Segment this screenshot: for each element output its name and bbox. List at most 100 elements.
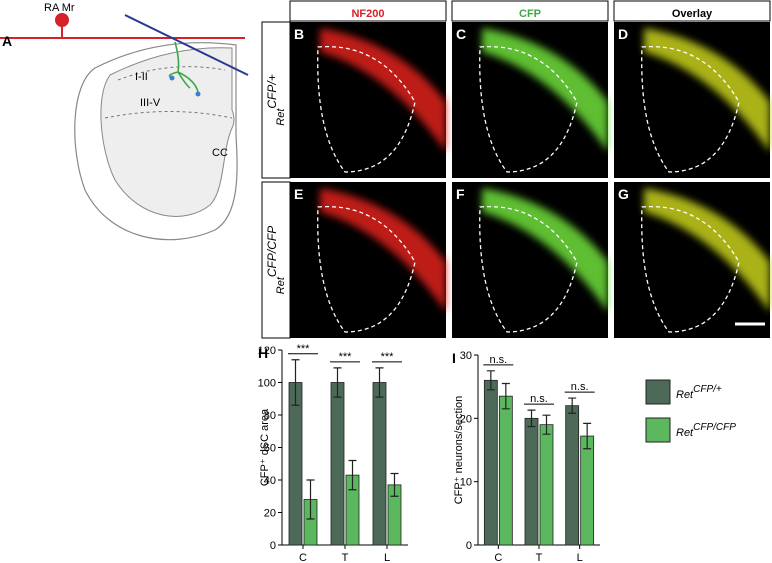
- soma: [55, 13, 69, 27]
- panel-label: C: [456, 26, 466, 42]
- error-bar: [348, 459, 357, 491]
- y-tick-label: 60: [264, 443, 276, 455]
- dsc-outline: [641, 205, 740, 333]
- y-tick-label: 40: [264, 475, 276, 487]
- significance-label: ***: [297, 343, 311, 355]
- column-header: CFP: [519, 8, 541, 20]
- grey-matter: [100, 47, 235, 217]
- bar: [539, 424, 554, 546]
- bar: [483, 379, 498, 546]
- genotype: CFP/+: [265, 74, 279, 108]
- y-axis-label: CFP⁺ dSC area: [259, 408, 271, 486]
- cord-outline: [74, 42, 238, 241]
- diagram: A RA Mr I-II III-V CC: [0, 2, 249, 241]
- panel-label: G: [618, 186, 629, 202]
- y-tick-label: 20: [460, 413, 472, 425]
- x-tick-label: C: [494, 552, 502, 563]
- legend-swatch: [645, 417, 671, 443]
- column-header-box: [289, 0, 447, 22]
- error-bar: [527, 409, 536, 428]
- error-bar: [501, 382, 510, 410]
- panel-label: B: [294, 26, 304, 42]
- lamina-border: [117, 66, 226, 81]
- significance-label: n.s.: [530, 393, 548, 405]
- bar: [580, 435, 595, 546]
- error-bar: [542, 414, 551, 435]
- x-tick-label: T: [536, 552, 543, 563]
- y-axis-label: CFP⁺ neurons/section: [453, 396, 465, 505]
- labeled-band: [482, 28, 608, 152]
- column-header: NF200: [351, 8, 384, 20]
- gene: Ret: [275, 108, 287, 126]
- legend-swatch: [645, 379, 671, 405]
- bar: [498, 395, 513, 546]
- x-tick-label: C: [299, 552, 307, 563]
- row-label-box: [261, 181, 291, 339]
- legend-superscript: CFP/+: [693, 384, 722, 395]
- legend-superscript: CFP/CFP: [693, 422, 736, 433]
- column-header: Overlay: [672, 8, 713, 20]
- diagram-label: I-II: [135, 71, 148, 83]
- neuron: [195, 91, 201, 97]
- dsc-outline: [317, 205, 416, 333]
- error-bar: [333, 367, 342, 398]
- panel-label: H: [258, 345, 268, 361]
- row-label-box: [261, 21, 291, 179]
- error-bar: [306, 479, 315, 520]
- y-tick-label: 20: [264, 508, 276, 520]
- dsc-outline: [479, 205, 578, 333]
- labeled-band: [320, 28, 446, 152]
- significance-label: ***: [381, 351, 395, 363]
- significance-label: n.s.: [489, 354, 507, 366]
- legend-label: RetCFP/+: [676, 384, 722, 401]
- lamina-border: [104, 111, 233, 119]
- significance-label: ***: [339, 351, 353, 363]
- labeled-band: [644, 28, 770, 152]
- bar: [330, 382, 345, 546]
- y-tick-label: 30: [460, 350, 472, 362]
- legend-name: Ret: [676, 427, 694, 439]
- bar: [372, 382, 387, 546]
- column-header-box: [613, 0, 771, 22]
- error-bar: [375, 367, 384, 398]
- x-tick-label: L: [384, 552, 390, 563]
- error-bar: [486, 370, 495, 391]
- panel-label: F: [456, 186, 465, 202]
- diagram-label: CC: [212, 147, 228, 159]
- genotype: CFP/CFP: [265, 226, 279, 277]
- y-tick-label: 100: [258, 378, 276, 390]
- diagram-label: III-V: [140, 97, 161, 109]
- row-label: RetCFP/CFP: [265, 226, 287, 294]
- legend-name: Ret: [676, 389, 694, 401]
- x-tick-label: T: [342, 552, 349, 563]
- dsc-outline: [641, 45, 740, 173]
- bar: [288, 382, 303, 546]
- panel-label: E: [294, 186, 303, 202]
- labeled-band: [482, 188, 608, 312]
- dsc-outline: [479, 45, 578, 173]
- panel-label: D: [618, 26, 628, 42]
- error-bar: [568, 397, 577, 414]
- section-plane: [124, 14, 249, 76]
- y-tick-label: 0: [466, 540, 472, 552]
- error-bar: [390, 472, 399, 497]
- diagram-label: RA Mr: [44, 2, 75, 14]
- y-tick-label: 0: [270, 540, 276, 552]
- dsc-outline: [317, 45, 416, 173]
- y-tick-label: 120: [258, 345, 276, 357]
- afferent: [168, 41, 199, 93]
- gene: Ret: [275, 276, 287, 294]
- y-tick-label: 80: [264, 410, 276, 422]
- panel-label: I: [452, 350, 456, 366]
- column-header-box: [451, 0, 609, 22]
- x-tick-label: L: [577, 552, 583, 563]
- y-tick-label: 10: [460, 477, 472, 489]
- labeled-band: [320, 188, 446, 312]
- significance-label: n.s.: [571, 381, 589, 393]
- error-bar: [291, 359, 300, 406]
- legend-label: RetCFP/CFP: [676, 422, 736, 439]
- error-bar: [583, 422, 592, 450]
